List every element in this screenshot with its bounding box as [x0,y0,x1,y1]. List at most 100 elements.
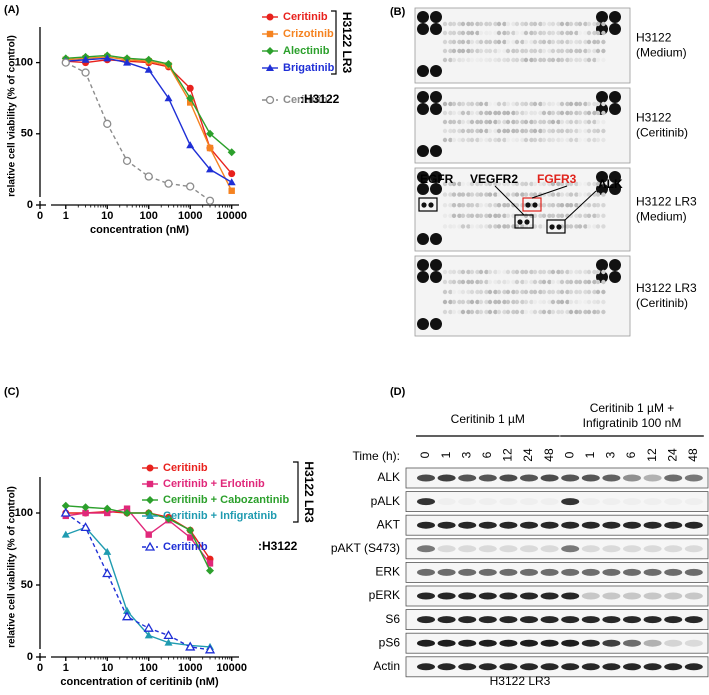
array-spot [532,269,538,275]
array-spot [505,30,511,36]
marker [266,30,274,38]
array-spot [538,309,543,315]
band [499,592,518,600]
array-spot [550,269,556,275]
array-spot [457,48,462,54]
array-spot [451,289,457,295]
callout-line [564,190,597,221]
array-spot [514,57,520,63]
protein-label: pERK [369,588,400,602]
legend-label: Alectinib [283,45,330,57]
array-spot [523,110,529,116]
time-label: 24 [665,448,679,462]
array-spot [487,110,493,116]
band [478,663,497,671]
marker [206,129,215,138]
array-spot [511,119,516,125]
array-spot [559,101,565,107]
legend-label: Ceritinib [283,94,328,106]
array-spot [475,203,480,208]
array-spot [592,203,597,208]
array-spot [538,39,543,45]
x-tick-label: 10000 [216,210,247,222]
array-spot [523,21,529,27]
array-spot [609,103,621,115]
array-spot [523,299,529,305]
array-spot [475,57,480,63]
x-tick-label: 0 [37,662,43,674]
array-spot [430,171,442,183]
array-spot [448,101,453,107]
array-spot [466,203,471,208]
array-spot [583,309,588,315]
array-spot [514,30,520,36]
array-spot [550,213,556,218]
array-spot [523,309,529,315]
array-spot [442,213,448,218]
array-spot [592,57,597,63]
array-spot [505,21,511,27]
array-spot [505,137,511,143]
array-spot [595,21,601,27]
band [602,639,621,647]
array-spot [505,213,511,218]
array-spot [442,279,448,285]
array-spot [596,171,608,183]
marker [144,65,153,73]
array-spot [523,289,529,295]
array-spot [592,30,597,36]
array-spot [583,57,588,63]
array-spot [451,101,457,107]
array-spot [430,91,442,103]
array-spot [574,48,579,54]
array-spot [601,101,606,107]
array-spot [493,101,498,107]
array-spot [493,269,498,275]
marker [164,179,173,188]
time-label: 6 [480,451,494,458]
band [561,592,580,600]
array-spot [442,137,448,143]
array-spot [595,269,601,275]
array-spot [541,203,547,208]
x-tick-label: 100 [140,210,158,222]
array-spot [547,299,552,305]
array-spot [556,128,561,134]
array-spot [457,299,462,305]
array-spot [475,110,480,116]
array-spot [577,224,583,229]
array-spot [523,101,529,107]
array-spot [496,137,502,143]
array-spot [460,137,466,143]
array-spot [547,269,552,275]
y-tick-label: 50 [21,128,33,140]
array-spot [559,48,565,54]
band [540,616,559,624]
marker [61,58,70,67]
array-spot [484,269,489,275]
band [602,498,620,505]
callout-label: ALK [598,177,623,191]
array-spot [583,279,588,285]
array-spot [565,299,570,305]
array-spot [547,137,552,143]
array-spot [520,309,525,315]
array-spot [541,224,547,229]
array-spot [568,21,574,27]
array-spot [502,30,507,36]
band [437,545,456,553]
marker [266,13,274,21]
array-spot [532,57,538,63]
band [417,568,435,576]
array-spot [529,128,534,134]
array-spot [457,57,462,63]
array-spot [511,101,516,107]
array-spot [496,203,502,208]
array-spot [469,279,475,285]
array-spot [514,279,520,285]
array-spot [541,30,547,36]
array-spot [541,48,547,54]
array-spot [478,21,484,27]
marker [60,507,71,517]
array-spot [417,183,429,195]
